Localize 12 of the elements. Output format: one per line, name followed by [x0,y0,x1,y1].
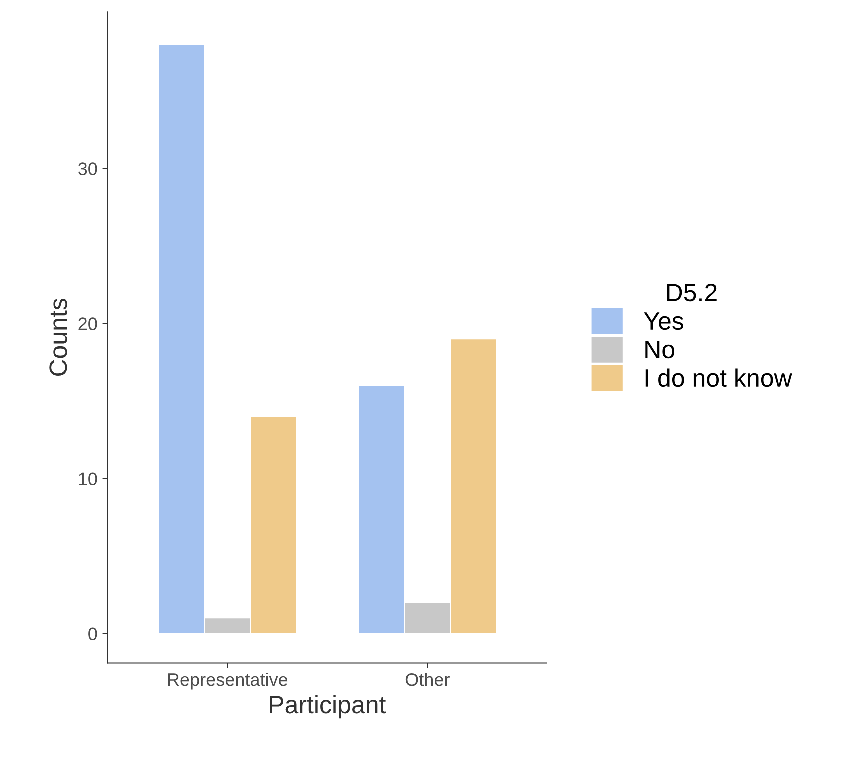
x-tick-label: Representative [168,672,288,690]
legend-label: No [646,341,675,359]
x-axis-title: Participant [270,695,386,719]
x-tick-label: Other [406,672,450,686]
legend-label: I do not know [646,368,792,388]
y-tick-label: 10 [79,472,98,486]
y-tick-label: 20 [78,318,98,330]
y-tick-label: 0 [88,628,98,641]
y-tick-label: 30 [78,162,98,176]
y-axis-title: Counts [50,298,68,376]
legend-title: D5.2 [667,284,717,302]
legend-label: Yes [644,312,684,330]
